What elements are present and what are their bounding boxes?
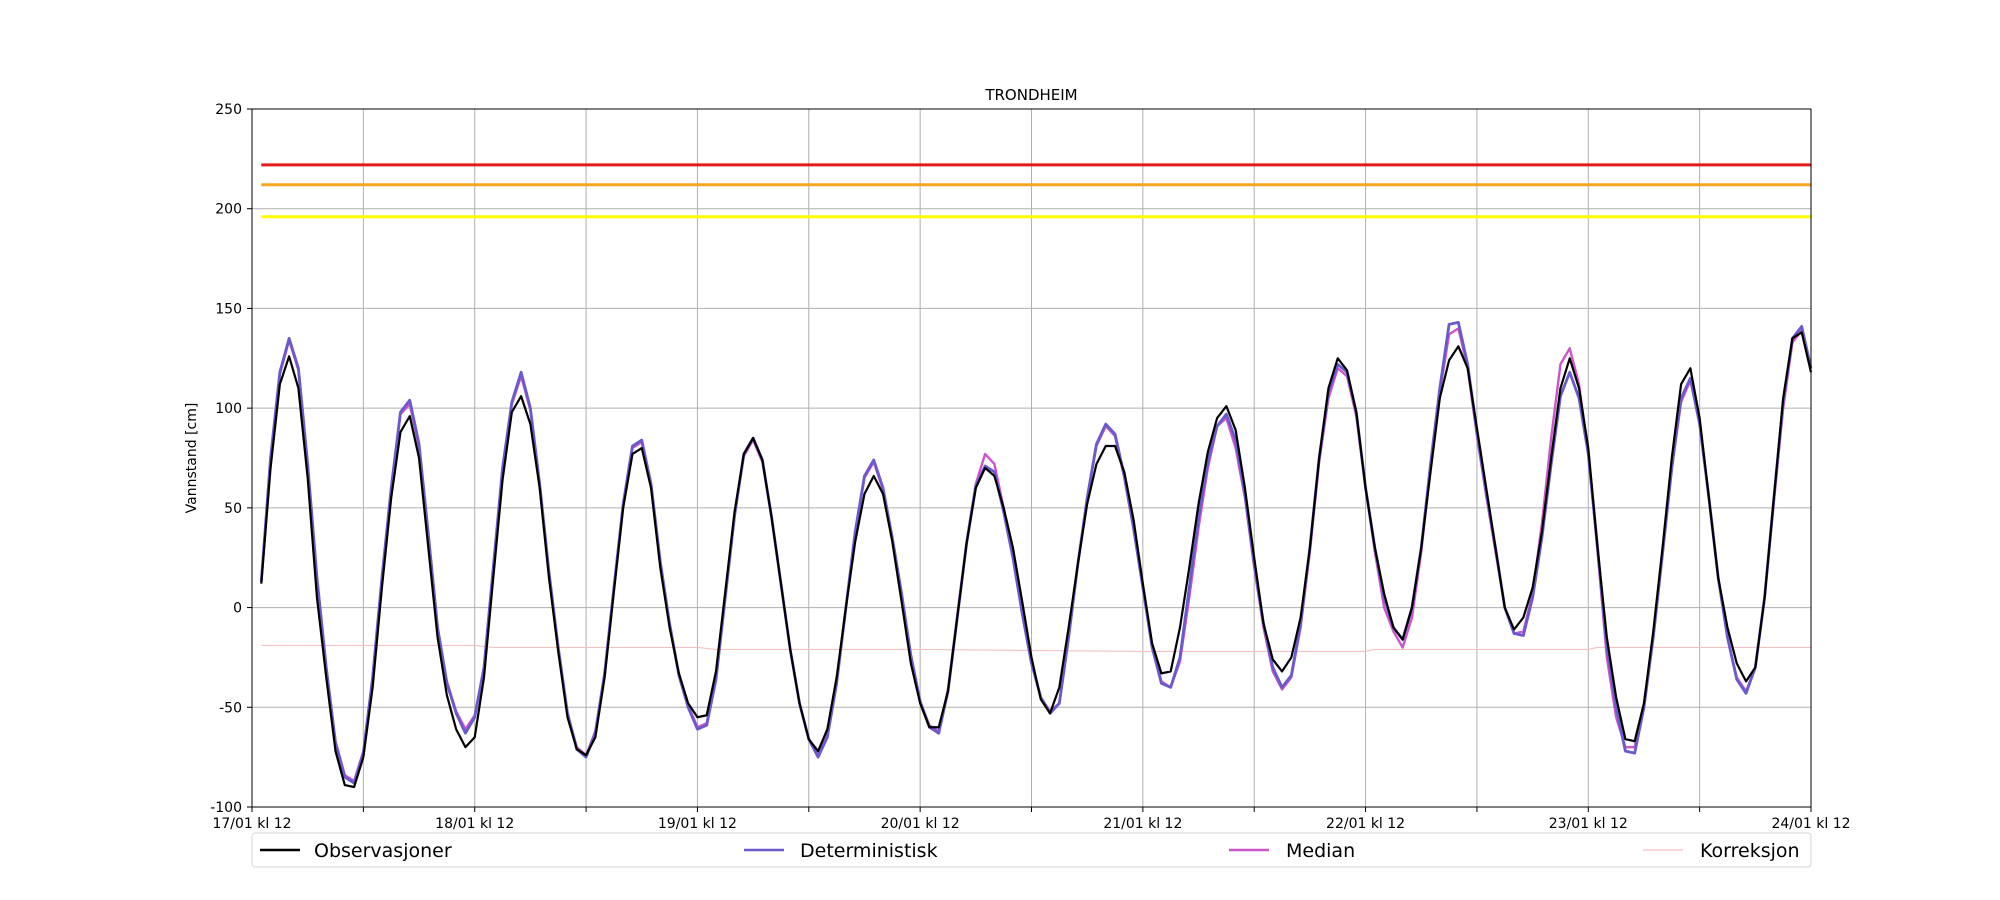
series-line-korreksjon [261, 644, 1811, 653]
x-tick-label: 17/01 kl 12 [212, 816, 291, 832]
y-tick-label: 50 [224, 501, 242, 517]
x-tick-label: 19/01 kl 12 [658, 816, 737, 832]
x-tick-label: 24/01 kl 12 [1771, 816, 1850, 832]
threshold-layer [261, 163, 1811, 219]
x-tick-label: 21/01 kl 12 [1103, 816, 1182, 832]
legend-label-observasjoner: Observasjoner [314, 840, 452, 862]
grid-layer [251, 108, 1812, 808]
legend-label-median: Median [1286, 840, 1355, 862]
y-tick-label: -100 [210, 800, 242, 816]
y-axis-label: Vannstand [cm] [184, 403, 200, 514]
x-tick-label: 18/01 kl 12 [435, 816, 514, 832]
x-tick-label: 23/01 kl 12 [1549, 816, 1628, 832]
y-tick-label: 100 [215, 401, 242, 417]
axis-layer: -100 -50 0 50 100 150 200 250 17/01 kl 12 18/01 k… [210, 102, 1850, 832]
legend-label-korreksjon: Korreksjon [1700, 840, 1800, 862]
y-tick-label: 0 [233, 601, 242, 617]
series-layer [259, 320, 1813, 789]
legend-label-deterministisk: Deterministisk [800, 840, 938, 862]
legend: Observasjoner Deterministisk Median Korreks… [251, 832, 1812, 868]
y-tick-label: 250 [215, 102, 242, 118]
series-line-observasjoner [260, 331, 1813, 789]
y-tick-label: -50 [219, 700, 242, 716]
y-tick-label: 200 [215, 202, 242, 218]
x-tick-label: 22/01 kl 12 [1326, 816, 1405, 832]
legend-box [251, 832, 1812, 868]
y-tick-label: 150 [215, 301, 242, 317]
x-tick-label: 20/01 kl 12 [881, 816, 960, 832]
chart-title: TRONDHEIM [984, 86, 1077, 104]
